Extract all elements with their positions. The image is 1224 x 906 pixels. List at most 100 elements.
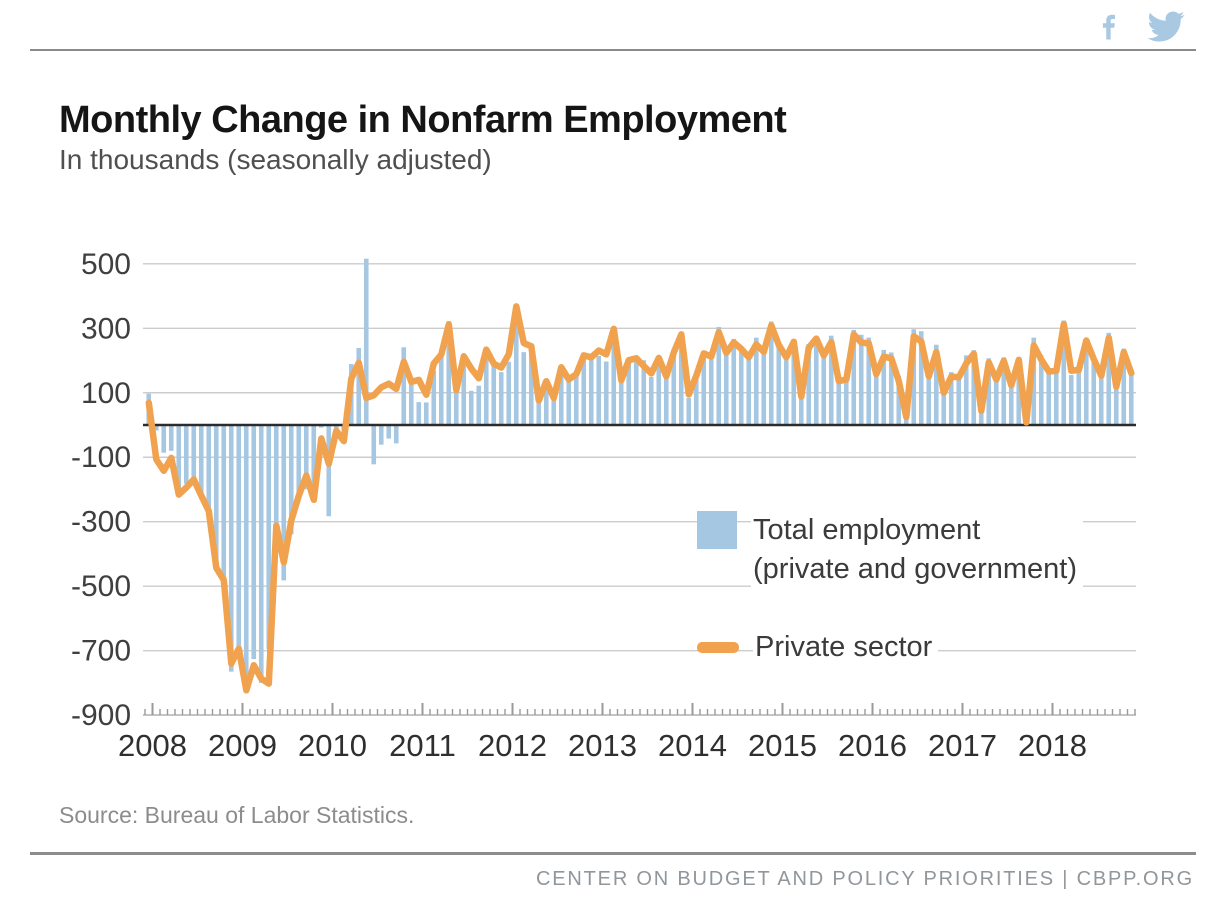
bar	[168, 425, 174, 451]
bars-series	[146, 258, 1134, 683]
bar	[783, 360, 789, 425]
bar	[926, 368, 932, 425]
total-employment-label: Total employment (private and government…	[751, 511, 1083, 589]
twitter-icon[interactable]	[1144, 8, 1188, 45]
private-sector-line	[145, 303, 1135, 694]
bar	[596, 356, 602, 425]
bar	[281, 425, 287, 581]
bar	[1046, 368, 1052, 425]
bar	[611, 334, 617, 425]
y-axis-label: -900	[71, 699, 131, 732]
bar	[251, 425, 257, 660]
bar	[588, 359, 594, 425]
bar	[273, 425, 279, 542]
y-axis-label: 100	[81, 377, 131, 410]
bar	[986, 358, 992, 425]
x-axis-label: 2017	[928, 728, 997, 763]
bar	[821, 351, 827, 425]
bar	[1106, 332, 1112, 425]
bar	[858, 334, 864, 425]
bar	[836, 376, 842, 425]
bar	[888, 352, 894, 425]
bar	[206, 425, 212, 509]
bar	[1113, 386, 1119, 425]
footer-attribution: CENTER ON BUDGET AND POLICY PRIORITIES |…	[536, 868, 1194, 890]
bar	[243, 425, 249, 678]
chart-subtitle: In thousands (seasonally adjusted)	[59, 144, 492, 175]
facebook-icon[interactable]	[1095, 6, 1122, 46]
bar	[468, 390, 474, 425]
legend-item-private: Private sector	[697, 628, 1083, 667]
bar	[513, 308, 519, 425]
x-axis-label: 2010	[298, 728, 367, 763]
bar	[483, 353, 489, 425]
bar	[198, 425, 204, 493]
bar	[603, 361, 609, 425]
x-axis-label: 2016	[838, 728, 907, 763]
bar	[363, 258, 369, 425]
bar	[461, 355, 467, 425]
bar	[693, 378, 699, 425]
bar	[768, 321, 774, 425]
private-sector-label: Private sector	[753, 628, 939, 667]
bar	[678, 336, 684, 425]
bar	[401, 347, 407, 425]
chart-title: Monthly Change in Nonfarm Employment	[59, 99, 787, 142]
bar	[506, 361, 512, 425]
bar	[423, 402, 429, 425]
bar	[371, 425, 377, 465]
bar	[828, 335, 834, 425]
bar	[618, 379, 624, 425]
legend-item-total: Total employment (private and government…	[697, 511, 1083, 589]
bar	[641, 360, 647, 425]
bar	[1083, 338, 1089, 425]
bar	[1001, 357, 1007, 425]
bar	[716, 326, 722, 425]
header-divider	[30, 49, 1196, 51]
bar	[161, 425, 167, 453]
x-axis-label: 2018	[1018, 728, 1087, 763]
x-axis-label: 2014	[658, 728, 727, 763]
bar	[453, 392, 459, 425]
bar	[723, 351, 729, 425]
bar	[543, 389, 549, 425]
bar	[731, 338, 737, 425]
y-axis-label: 500	[81, 248, 131, 281]
bar	[776, 342, 782, 425]
bar	[1128, 375, 1134, 425]
source-note: Source: Bureau of Labor Statistics.	[59, 802, 415, 828]
bar	[633, 360, 639, 425]
bar	[761, 346, 767, 425]
x-axis-label: 2013	[568, 728, 637, 763]
bar	[1061, 320, 1067, 425]
bar	[228, 425, 234, 672]
footer-divider	[30, 852, 1196, 855]
bar	[881, 349, 887, 425]
bar	[303, 425, 309, 490]
bar	[941, 385, 947, 425]
bar	[746, 359, 752, 425]
bar	[521, 352, 527, 425]
bar	[851, 329, 857, 425]
bar	[1031, 337, 1037, 425]
bar	[446, 321, 452, 425]
y-axis-label: -100	[71, 441, 131, 474]
bar	[1053, 368, 1059, 425]
x-axis-label: 2008	[118, 728, 187, 763]
bar	[753, 337, 759, 425]
y-axis-label: -500	[71, 570, 131, 603]
bar	[956, 375, 962, 425]
bar	[663, 372, 669, 425]
x-axis-label: 2015	[748, 728, 817, 763]
bar	[288, 425, 294, 535]
bar	[911, 329, 917, 425]
bar	[573, 373, 579, 425]
bar	[176, 425, 182, 494]
bar	[408, 380, 414, 425]
bar	[978, 408, 984, 425]
bar	[153, 425, 159, 431]
bar	[963, 355, 969, 425]
bar	[498, 372, 504, 425]
bar	[476, 385, 482, 425]
